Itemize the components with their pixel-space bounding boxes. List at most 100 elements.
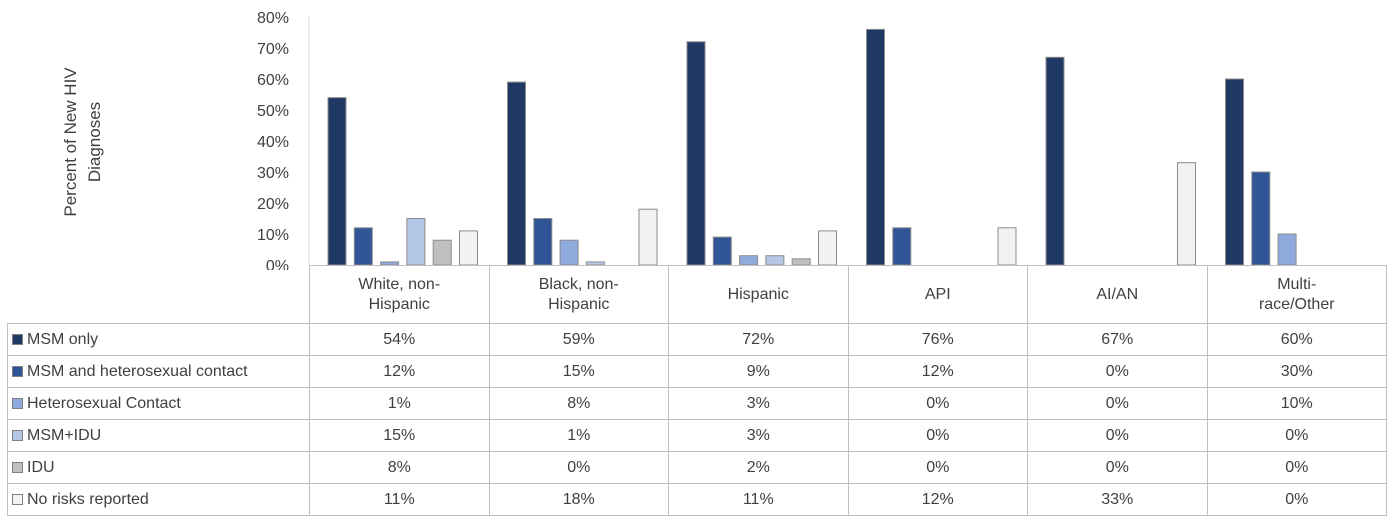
data-label: 0% bbox=[1206, 419, 1387, 452]
bar bbox=[507, 81, 526, 266]
category-label-line: race/Other bbox=[1258, 295, 1335, 313]
bar bbox=[380, 261, 400, 266]
bar bbox=[406, 218, 426, 266]
legend-swatch bbox=[12, 333, 23, 345]
data-label: 1% bbox=[309, 387, 490, 420]
y-tick-label: 60% bbox=[257, 72, 289, 89]
series-name: MSM only bbox=[27, 330, 99, 348]
data-label: 11% bbox=[668, 483, 849, 516]
series-name: IDU bbox=[27, 458, 55, 476]
bar bbox=[818, 230, 837, 266]
y-axis-title-line-1: Percent of New HIV bbox=[61, 67, 80, 217]
data-label: 67% bbox=[1027, 323, 1208, 356]
category-header: AI/AN bbox=[1027, 265, 1208, 324]
data-label: 11% bbox=[309, 483, 490, 516]
bar bbox=[712, 236, 732, 266]
category-label-line: API bbox=[924, 285, 951, 303]
bar bbox=[1277, 233, 1297, 266]
chart: Percent of New HIV Diagnoses 0% 10% 20% 30%… bbox=[61, 10, 1297, 270]
bar bbox=[997, 227, 1017, 266]
series-legend-cell: Heterosexual Contact bbox=[7, 387, 310, 420]
bar bbox=[866, 28, 885, 266]
data-label: 76% bbox=[847, 323, 1028, 356]
data-label: 18% bbox=[488, 483, 669, 516]
data-table: White, non- Hispanic Black, non- Hispanic Hi… bbox=[7, 265, 1387, 516]
y-tick-label: 0% bbox=[266, 258, 289, 270]
table-row: MSM and heterosexual contact 12% 15% 9% 12% 0… bbox=[7, 355, 1387, 388]
bar-group bbox=[1225, 78, 1297, 266]
bar bbox=[1177, 162, 1196, 266]
data-label: 33% bbox=[1027, 483, 1208, 516]
bar bbox=[638, 208, 658, 266]
category-label-line: AI/AN bbox=[1096, 285, 1139, 303]
bar-group bbox=[327, 97, 478, 266]
y-tick-label: 20% bbox=[257, 196, 289, 213]
legend-swatch bbox=[12, 461, 23, 473]
bar bbox=[892, 227, 912, 266]
series-legend-cell: No risks reported bbox=[7, 483, 310, 516]
bar bbox=[1045, 56, 1065, 266]
category-label-line: Black, non- bbox=[538, 275, 619, 293]
bar-group bbox=[866, 28, 1017, 266]
bars bbox=[327, 28, 1297, 266]
category-label-line: Hispanic bbox=[368, 295, 430, 313]
y-tick-label: 80% bbox=[257, 10, 289, 27]
bar bbox=[559, 239, 579, 266]
data-label: 72% bbox=[668, 323, 849, 356]
series-legend-cell: IDU bbox=[7, 451, 310, 484]
data-label: 12% bbox=[847, 355, 1028, 388]
series-legend-cell: MSM+IDU bbox=[7, 419, 310, 452]
category-header: Black, non- Hispanic bbox=[488, 265, 669, 324]
y-tick-label: 70% bbox=[257, 41, 289, 58]
legend-swatch bbox=[12, 365, 23, 377]
bar bbox=[1225, 78, 1244, 266]
bar-group bbox=[686, 41, 837, 266]
data-label: 0% bbox=[1027, 451, 1208, 484]
category-header-row: White, non- Hispanic Black, non- Hispanic Hi… bbox=[8, 265, 1387, 324]
y-tick-label: 50% bbox=[257, 103, 289, 120]
bar bbox=[327, 97, 347, 266]
data-label: 3% bbox=[668, 419, 849, 452]
data-label: 0% bbox=[1027, 355, 1208, 388]
bar-group bbox=[507, 81, 658, 266]
y-axis-title-line-2: Diagnoses bbox=[85, 102, 104, 182]
bar bbox=[533, 218, 553, 266]
bar bbox=[791, 258, 811, 266]
data-label: 2% bbox=[668, 451, 849, 484]
bar bbox=[765, 255, 785, 266]
data-label: 54% bbox=[309, 323, 490, 356]
data-label: 30% bbox=[1206, 355, 1387, 388]
data-label: 1% bbox=[488, 419, 669, 452]
category-label-line: Hispanic bbox=[727, 285, 789, 303]
y-axis: 0% 10% 20% 30% 40% 50% 60% 70% 80% bbox=[257, 10, 289, 270]
data-label: 0% bbox=[1206, 451, 1387, 484]
category-label-line: Multi- bbox=[1277, 275, 1317, 293]
data-label: 9% bbox=[668, 355, 849, 388]
data-label: 60% bbox=[1206, 323, 1387, 356]
category-header: White, non- Hispanic bbox=[309, 265, 490, 324]
table-corner bbox=[8, 266, 310, 324]
series-name: MSM and heterosexual contact bbox=[27, 362, 248, 380]
y-tick-label: 30% bbox=[257, 165, 289, 182]
data-label: 0% bbox=[847, 451, 1028, 484]
series-legend-cell: MSM and heterosexual contact bbox=[7, 355, 310, 388]
series-legend-cell: MSM only bbox=[7, 323, 310, 356]
data-label: 0% bbox=[1027, 419, 1208, 452]
bar bbox=[686, 41, 706, 266]
bar bbox=[459, 230, 478, 266]
bar bbox=[432, 239, 452, 266]
category-header: API bbox=[847, 265, 1028, 324]
bar bbox=[585, 261, 605, 266]
data-label: 10% bbox=[1206, 387, 1387, 420]
table-row: MSM+IDU 15% 1% 3% 0% 0% 0% bbox=[7, 419, 1387, 452]
y-tick-label: 10% bbox=[257, 227, 289, 244]
data-label: 0% bbox=[847, 419, 1028, 452]
y-axis-title: Percent of New HIV Diagnoses bbox=[61, 67, 104, 217]
category-header: Multi-race/Other bbox=[1206, 265, 1387, 324]
data-label: 8% bbox=[488, 387, 669, 420]
data-label: 12% bbox=[309, 355, 490, 388]
bar bbox=[353, 227, 373, 266]
series-name: No risks reported bbox=[27, 490, 149, 508]
data-label: 15% bbox=[309, 419, 490, 452]
legend-swatch bbox=[12, 493, 23, 505]
